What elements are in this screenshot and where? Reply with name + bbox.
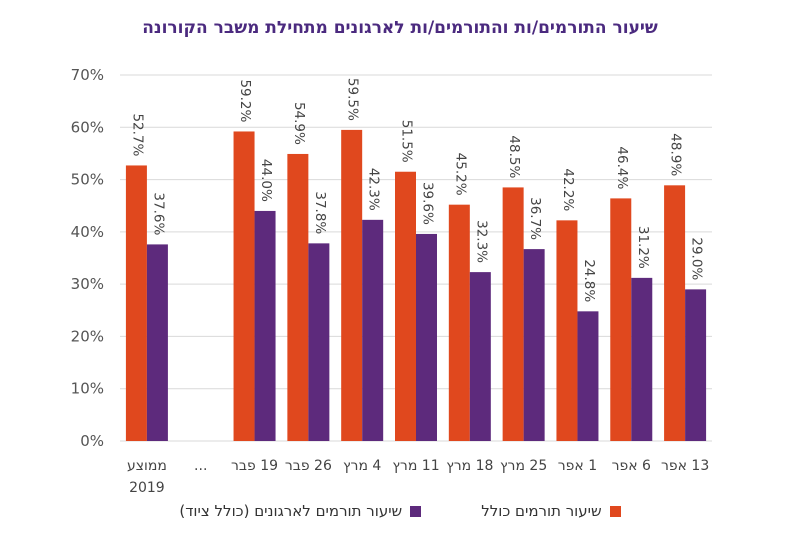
x-tick-label: 18 מרץ xyxy=(446,458,493,474)
x-tick-label: 19 פבר xyxy=(231,458,278,474)
bar xyxy=(469,272,491,441)
bar xyxy=(308,243,330,441)
bar xyxy=(395,171,416,441)
x-tick-label: 26 פבר xyxy=(285,458,332,474)
data-label: 42.2% xyxy=(560,168,576,211)
legend-label-orgs: שיעור תורמים לארגונים (כולל ציוד) xyxy=(179,502,403,520)
data-label: 59.2% xyxy=(237,79,253,122)
bar xyxy=(233,131,255,441)
legend-item-total: שיעור תורמים כולל xyxy=(481,502,621,520)
data-label: 52.7% xyxy=(129,113,145,156)
y-tick-label: 0% xyxy=(80,432,104,450)
x-tick-label: 2019 xyxy=(129,480,165,496)
chart-title: שיעור התורמים/ות והתורמים/ות לארגונים מת… xyxy=(142,18,658,38)
x-tick-label: ... xyxy=(194,458,207,474)
x-tick-label: 6 אפר xyxy=(612,458,651,474)
data-label: 51.5% xyxy=(399,120,415,163)
bar xyxy=(146,244,168,441)
data-label: 46.4% xyxy=(614,146,630,189)
data-label: 32.3% xyxy=(473,220,489,263)
x-tick-label: 25 מרץ xyxy=(500,458,547,474)
data-label: 37.6% xyxy=(150,192,166,235)
data-label: 42.3% xyxy=(366,168,382,211)
data-label: 45.2% xyxy=(452,153,468,196)
legend: שיעור תורמים כולל שיעור תורמים לארגונים … xyxy=(0,502,800,520)
bar xyxy=(502,187,524,441)
data-label: 36.7% xyxy=(527,197,543,240)
bar xyxy=(577,311,599,441)
bar xyxy=(685,289,707,441)
data-label: 48.9% xyxy=(668,133,684,176)
y-tick-label: 50% xyxy=(71,171,104,189)
data-label: 29.0% xyxy=(689,237,705,280)
bar xyxy=(125,165,147,441)
y-tick-label: 10% xyxy=(71,380,104,398)
data-label: 39.6% xyxy=(420,182,436,225)
data-label: 31.2% xyxy=(635,226,651,269)
bar xyxy=(416,233,437,441)
data-label: 37.8% xyxy=(312,191,328,234)
data-label: 54.9% xyxy=(291,102,307,145)
bar xyxy=(362,219,384,441)
y-tick-label: 60% xyxy=(71,118,104,136)
x-tick-label: 13 אפר xyxy=(661,458,709,474)
bar xyxy=(448,204,470,441)
y-tick-label: 40% xyxy=(71,223,104,241)
x-tick-label: 11 מרץ xyxy=(392,458,439,474)
bar xyxy=(664,185,686,441)
legend-swatch-total xyxy=(609,505,621,517)
data-label: 44.0% xyxy=(258,159,274,202)
legend-item-orgs: שיעור תורמים לארגונים (כולל ציוד) xyxy=(179,502,422,520)
x-tick-label: 4 מרץ xyxy=(343,458,381,474)
legend-label-total: שיעור תורמים כולל xyxy=(481,502,602,520)
bar xyxy=(287,153,309,442)
bar xyxy=(254,210,276,441)
bar xyxy=(341,129,363,441)
bar xyxy=(523,249,545,441)
bar xyxy=(556,220,578,441)
y-tick-label: 30% xyxy=(71,275,104,293)
legend-swatch-orgs xyxy=(410,505,422,517)
bar xyxy=(610,198,632,441)
y-tick-label: 70% xyxy=(71,66,104,84)
data-label: 48.5% xyxy=(506,135,522,178)
y-tick-label: 20% xyxy=(71,327,104,345)
x-tick-label: 1 אפר xyxy=(558,458,597,474)
x-tick-label: ממוצע xyxy=(127,458,167,474)
bar xyxy=(631,277,653,441)
data-label: 24.8% xyxy=(581,259,597,302)
data-label: 59.5% xyxy=(345,78,361,121)
